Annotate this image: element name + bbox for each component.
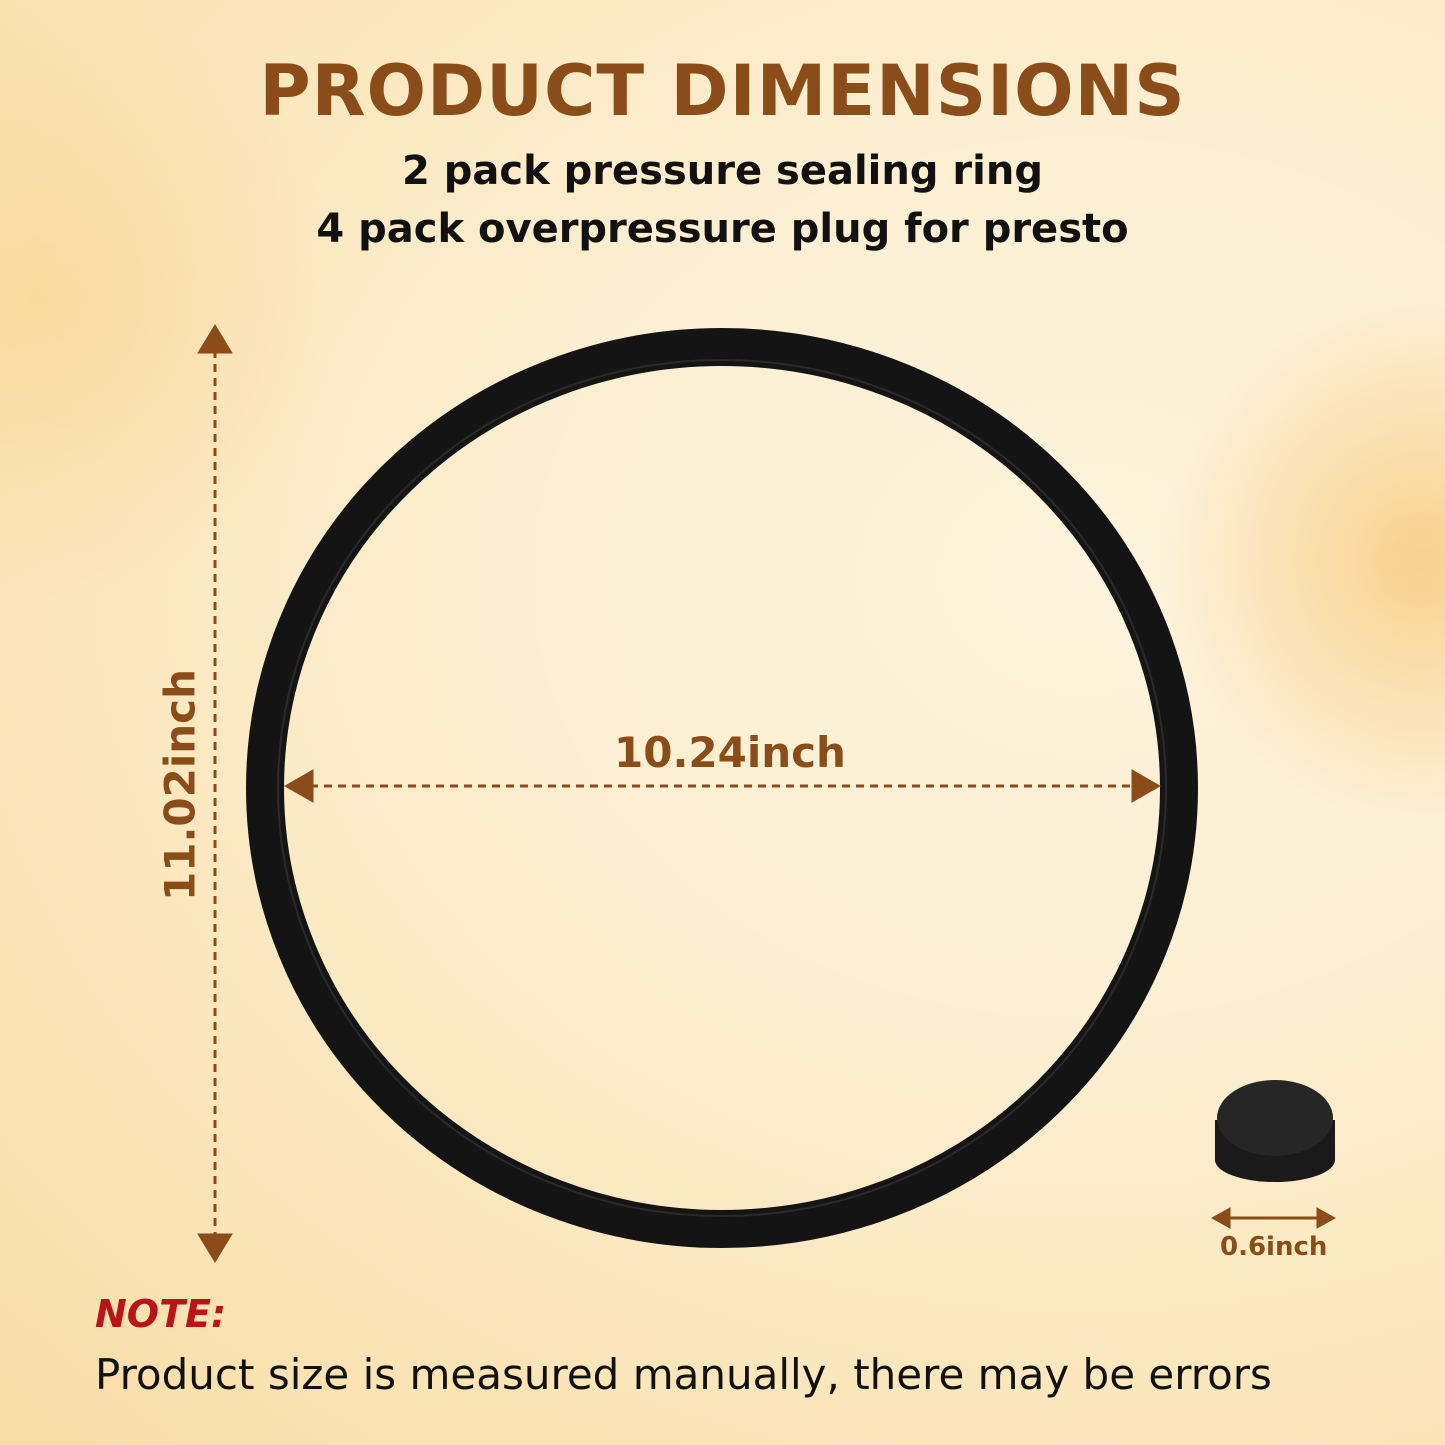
- width-label: 10.24inch: [614, 728, 846, 777]
- height-arrow: [197, 324, 233, 1263]
- note-text: Product size is measured manually, there…: [95, 1350, 1272, 1399]
- width-arrow: [283, 769, 1162, 803]
- sealing-ring: [246, 328, 1198, 1248]
- subtitle-line-2: 4 pack overpressure plug for presto: [316, 206, 1129, 252]
- page-title: PRODUCT DIMENSIONS: [259, 50, 1186, 132]
- plug-width-label: 0.6inch: [1220, 1232, 1328, 1262]
- note-label: NOTE:: [95, 1292, 227, 1336]
- overpressure-plug: [1215, 1080, 1335, 1182]
- height-label: 11.02inch: [155, 669, 205, 901]
- subtitle-line-1: 2 pack pressure sealing ring: [402, 148, 1043, 194]
- plug-width-arrow: [1210, 1207, 1337, 1229]
